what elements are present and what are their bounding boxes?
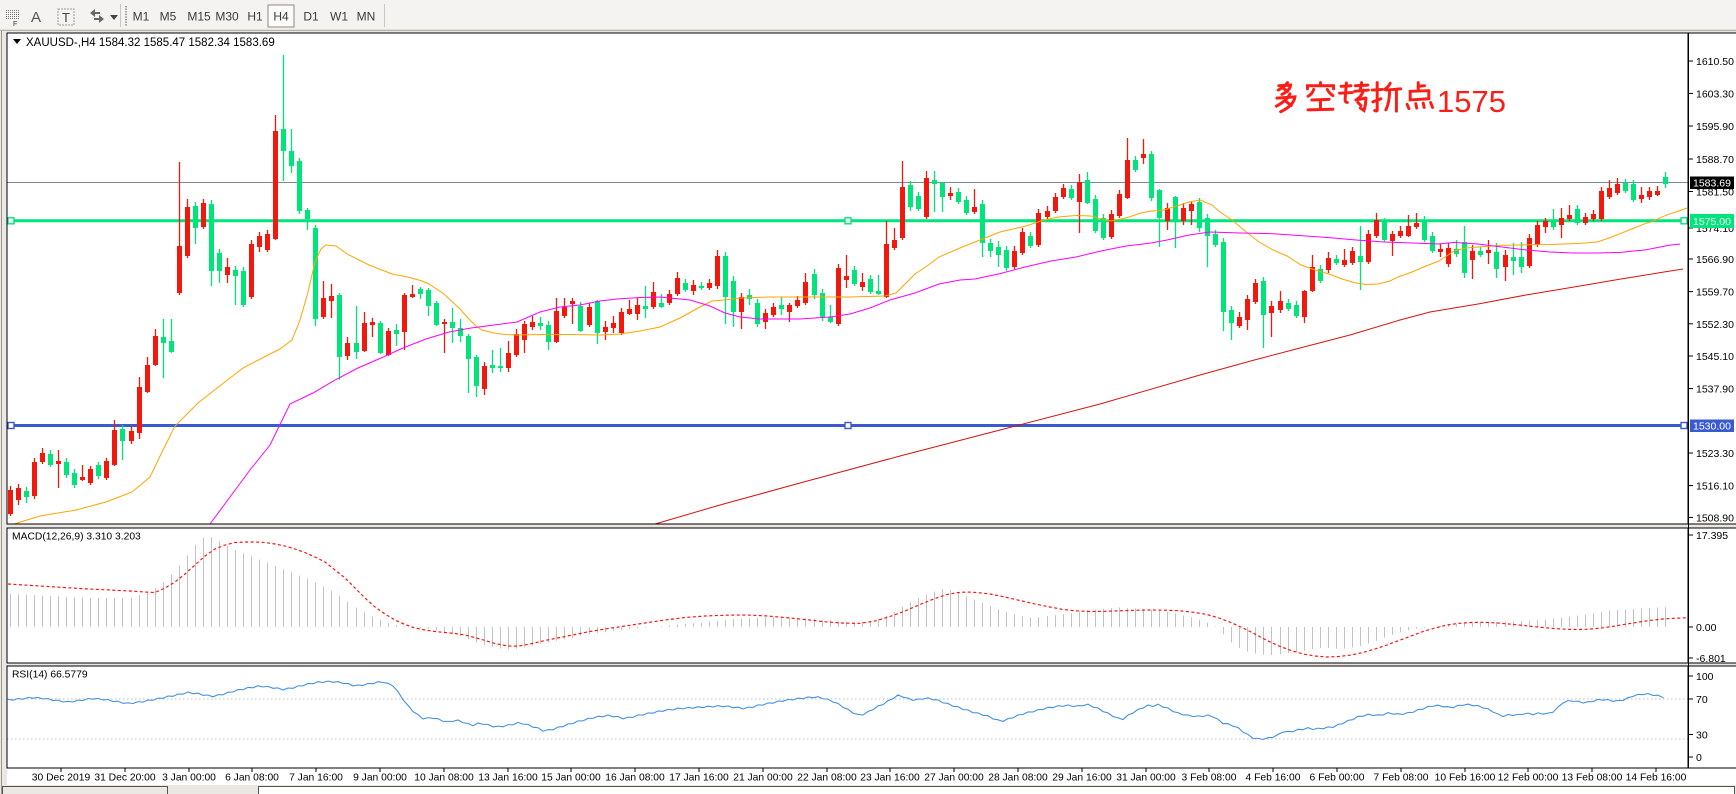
svg-text:15 Jan 00:00: 15 Jan 00:00 (541, 773, 601, 784)
svg-text:1583.69: 1583.69 (1693, 178, 1731, 190)
svg-text:1575.00: 1575.00 (1693, 216, 1731, 228)
svg-text:3 Jan 00:00: 3 Jan 00:00 (162, 773, 216, 784)
svg-text:100: 100 (1696, 671, 1714, 683)
svg-text:9 Jan 00:00: 9 Jan 00:00 (353, 773, 407, 784)
svg-text:W1: W1 (330, 10, 348, 24)
svg-text:1588.70: 1588.70 (1696, 154, 1734, 166)
svg-text:10 Feb 16:00: 10 Feb 16:00 (1435, 773, 1496, 784)
svg-text:30: 30 (1696, 730, 1708, 742)
svg-text:1610.50: 1610.50 (1696, 56, 1734, 68)
svg-text:M5: M5 (160, 10, 177, 24)
svg-text:7 Jan 16:00: 7 Jan 16:00 (289, 773, 343, 784)
svg-text:17 Jan 16:00: 17 Jan 16:00 (669, 773, 729, 784)
svg-text:M30: M30 (215, 10, 239, 24)
svg-text:13 Jan 16:00: 13 Jan 16:00 (478, 773, 538, 784)
svg-text:1508.90: 1508.90 (1696, 512, 1734, 524)
svg-text:22 Jan 08:00: 22 Jan 08:00 (797, 773, 857, 784)
svg-text:M1: M1 (133, 10, 150, 24)
svg-text:4 Feb 16:00: 4 Feb 16:00 (1246, 773, 1301, 784)
svg-text:12 Feb 00:00: 12 Feb 00:00 (1498, 773, 1559, 784)
svg-text:0.00: 0.00 (1696, 622, 1717, 634)
svg-text:M15: M15 (187, 10, 211, 24)
svg-text:MACD(12,26,9) 3.310 3.203: MACD(12,26,9) 3.310 3.203 (12, 532, 141, 543)
svg-text:H4: H4 (273, 10, 289, 24)
svg-text:6 Jan 08:00: 6 Jan 08:00 (225, 773, 279, 784)
svg-text:7 Feb 08:00: 7 Feb 08:00 (1374, 773, 1429, 784)
svg-text:14 Feb 16:00: 14 Feb 16:00 (1626, 773, 1687, 784)
svg-text:1552.30: 1552.30 (1696, 319, 1734, 331)
svg-text:31 Jan 00:00: 31 Jan 00:00 (1116, 773, 1176, 784)
svg-text:1566.90: 1566.90 (1696, 254, 1734, 266)
svg-text:29 Jan 16:00: 29 Jan 16:00 (1052, 773, 1112, 784)
svg-text:1523.30: 1523.30 (1696, 448, 1734, 460)
svg-text:A: A (31, 9, 41, 26)
svg-text:RSI(14) 66.5779: RSI(14) 66.5779 (12, 670, 88, 681)
svg-text:H1: H1 (247, 10, 263, 24)
svg-text:1530.00: 1530.00 (1693, 421, 1731, 433)
svg-text:27 Jan 00:00: 27 Jan 00:00 (924, 773, 984, 784)
svg-text:T: T (62, 10, 70, 25)
svg-text:30 Dec 2019: 30 Dec 2019 (32, 773, 91, 784)
svg-text:1559.70: 1559.70 (1696, 287, 1734, 299)
svg-text:10 Jan 08:00: 10 Jan 08:00 (414, 773, 474, 784)
svg-text:16 Jan 08:00: 16 Jan 08:00 (605, 773, 665, 784)
svg-text:MN: MN (357, 10, 376, 24)
svg-text:17.395: 17.395 (1696, 530, 1728, 542)
svg-text:1581.50: 1581.50 (1696, 187, 1734, 199)
svg-text:XAUUSD-,H4 1584.32 1585.47 15: XAUUSD-,H4 1584.32 1585.47 1582.34 1583.… (26, 37, 275, 49)
svg-text:31 Dec 20:00: 31 Dec 20:00 (94, 773, 156, 784)
svg-text:F: F (13, 21, 17, 28)
svg-text:6 Feb 00:00: 6 Feb 00:00 (1310, 773, 1365, 784)
svg-text:1603.30: 1603.30 (1696, 88, 1734, 100)
svg-text:3 Feb 08:00: 3 Feb 08:00 (1182, 773, 1237, 784)
svg-text:23 Jan 16:00: 23 Jan 16:00 (860, 773, 920, 784)
svg-text:D1: D1 (303, 10, 319, 24)
svg-text:1516.10: 1516.10 (1696, 481, 1734, 493)
svg-text:13 Feb 08:00: 13 Feb 08:00 (1562, 773, 1623, 784)
svg-text:21 Jan 00:00: 21 Jan 00:00 (733, 773, 793, 784)
svg-text:0: 0 (1696, 752, 1702, 764)
svg-text:-6.801: -6.801 (1696, 653, 1726, 665)
svg-text:1595.90: 1595.90 (1696, 121, 1734, 133)
svg-text:28 Jan 08:00: 28 Jan 08:00 (988, 773, 1048, 784)
svg-text:70: 70 (1696, 694, 1708, 706)
svg-text:1545.10: 1545.10 (1696, 351, 1734, 363)
svg-text:1537.90: 1537.90 (1696, 384, 1734, 396)
svg-text:1575: 1575 (1437, 84, 1506, 119)
